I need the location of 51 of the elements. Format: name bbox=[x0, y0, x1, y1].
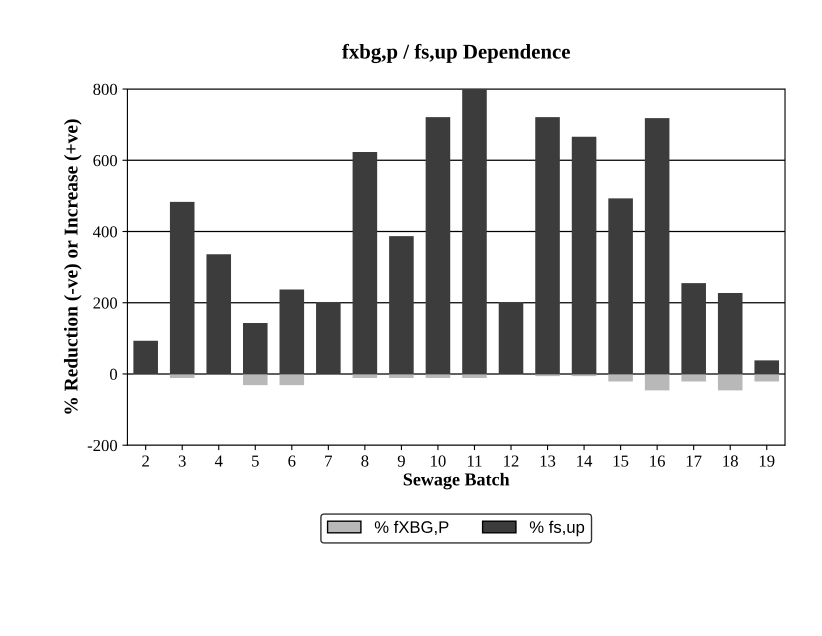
x-tick-label: 17 bbox=[686, 455, 702, 466]
x-tick-label: 14 bbox=[577, 455, 592, 466]
y-tick-label: 0 bbox=[110, 368, 118, 380]
chart-title: fxbg,p / fs,up Dependence bbox=[342, 44, 570, 64]
bar bbox=[170, 202, 195, 374]
bar bbox=[718, 293, 743, 374]
x-axis-title: Sewage Batch bbox=[404, 472, 510, 490]
y-tick-label: 200 bbox=[93, 297, 118, 309]
bar bbox=[681, 283, 706, 374]
x-tick-label: 5 bbox=[252, 456, 259, 467]
bar bbox=[280, 374, 304, 386]
bar bbox=[316, 302, 341, 374]
bar bbox=[644, 374, 670, 390]
bar bbox=[572, 136, 596, 374]
bar bbox=[644, 118, 670, 374]
y-tick-label: 400 bbox=[93, 226, 118, 238]
y-tick-label: 800 bbox=[93, 84, 118, 95]
bar bbox=[133, 340, 158, 374]
x-tick-label: 2 bbox=[142, 455, 149, 466]
x-tick-label: 16 bbox=[650, 455, 665, 467]
bar bbox=[242, 374, 268, 386]
bar bbox=[206, 254, 232, 374]
legend-label: % fXBG,P bbox=[374, 520, 448, 535]
y-tick-label: -200 bbox=[88, 440, 118, 452]
y-axis-title: % Reduction (-ve) or Increase (+ve) bbox=[64, 119, 82, 414]
bar bbox=[462, 89, 487, 374]
x-tick-label: 7 bbox=[325, 456, 332, 466]
x-tick-label: 3 bbox=[178, 455, 186, 467]
x-tick-label: 10 bbox=[431, 455, 446, 467]
bar bbox=[535, 117, 560, 374]
x-tick-label: 8 bbox=[361, 455, 368, 467]
legend-label: % fs,up bbox=[530, 520, 584, 536]
bar bbox=[608, 198, 633, 374]
x-tick-label: 12 bbox=[504, 455, 518, 466]
x-tick-label: 4 bbox=[214, 456, 223, 466]
bar bbox=[754, 360, 780, 374]
x-tick-label: 9 bbox=[398, 455, 405, 467]
x-tick-label: 18 bbox=[723, 455, 738, 467]
bar bbox=[242, 322, 268, 374]
bar bbox=[280, 289, 304, 374]
bar bbox=[718, 374, 743, 390]
bar bbox=[352, 152, 378, 374]
x-tick-label: 11 bbox=[468, 455, 482, 466]
bar bbox=[498, 302, 524, 374]
bar bbox=[389, 236, 414, 374]
x-tick-label: 15 bbox=[614, 455, 628, 467]
x-tick-label: 19 bbox=[760, 455, 774, 467]
x-tick-label: 13 bbox=[540, 455, 556, 467]
y-tick-label: 600 bbox=[93, 154, 118, 166]
bar bbox=[426, 117, 450, 374]
x-tick-label: 6 bbox=[288, 455, 296, 467]
